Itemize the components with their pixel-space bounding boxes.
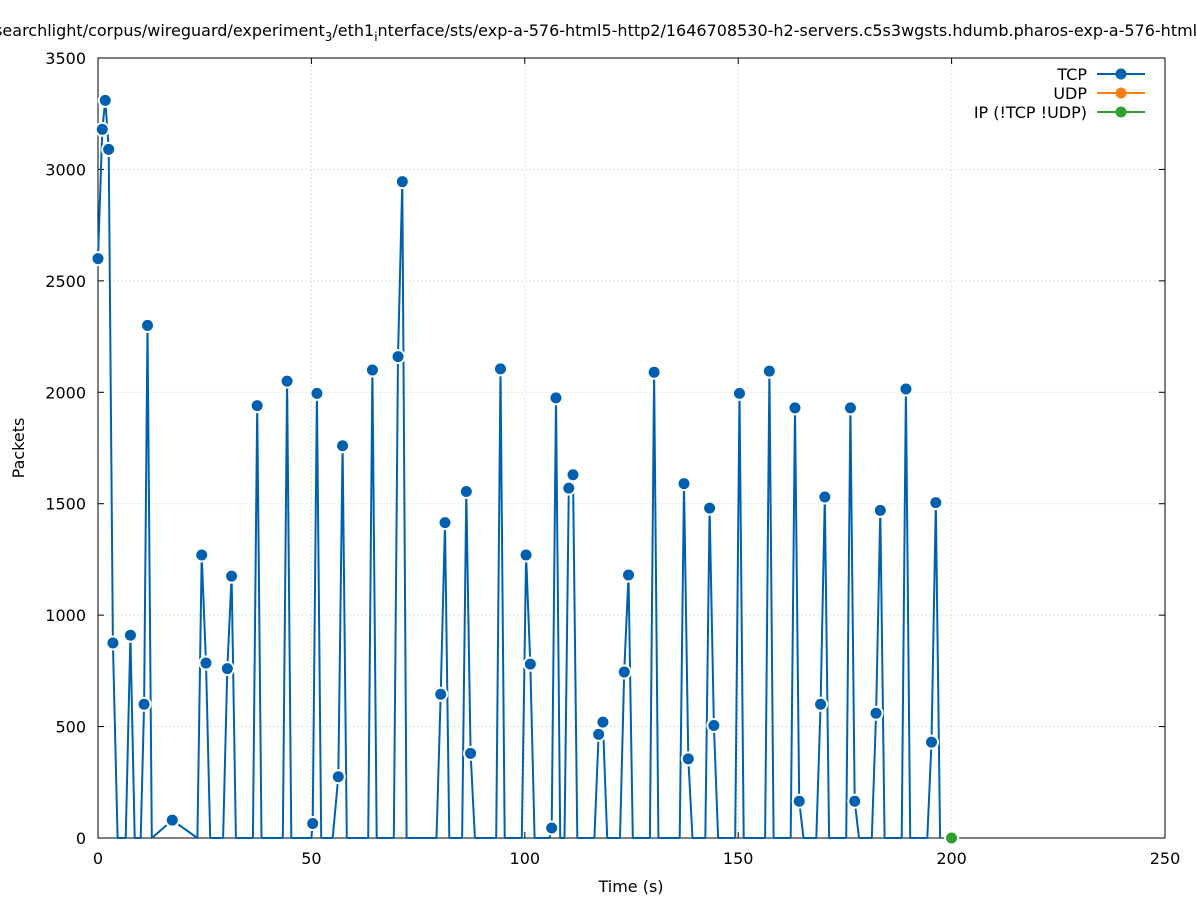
tick-labels: 0 50 100 150 200 2500500100015002000250030003… (45, 49, 1180, 868)
data-point (435, 688, 447, 700)
data-point (392, 351, 404, 363)
data-point (567, 469, 579, 481)
y-tick-label: 2000 (45, 383, 86, 402)
data-point (563, 482, 575, 494)
data-point (494, 363, 506, 375)
data-point (789, 402, 801, 414)
data-point (593, 728, 605, 740)
data-point (623, 569, 635, 581)
legend-label-ip: IP (!TCP !UDP) (974, 103, 1087, 122)
data-point (226, 570, 238, 582)
data-point (926, 736, 938, 748)
y-tick-label: 3000 (45, 160, 86, 179)
x-tick-label: 50 (301, 849, 321, 868)
legend-item-udp: UDP (1053, 84, 1145, 103)
data-point (281, 375, 293, 387)
x-tick-label: 250 (1150, 849, 1181, 868)
data-point (815, 698, 827, 710)
legend: TCP UDP IP (!TCP !UDP) (974, 65, 1145, 122)
data-point (221, 663, 233, 675)
data-point (138, 698, 150, 710)
data-point (874, 504, 886, 516)
data-point (251, 400, 263, 412)
data-point (465, 747, 477, 759)
x-tick-label: 150 (723, 849, 754, 868)
x-tick-label: 100 (510, 849, 541, 868)
data-point (196, 549, 208, 561)
data-point (337, 440, 349, 452)
y-axis-label: Packets (9, 418, 28, 479)
data-point (618, 666, 630, 678)
data-point (819, 491, 831, 503)
data-point (844, 402, 856, 414)
data-point (520, 549, 532, 561)
series-line-0 (97, 99, 942, 839)
data-point (142, 319, 154, 331)
data-point (439, 517, 451, 529)
data-point (103, 143, 115, 155)
data-point (870, 707, 882, 719)
legend-item-ip: IP (!TCP !UDP) (974, 103, 1145, 122)
legend-marker-udp (1115, 87, 1127, 99)
x-axis-label: Time (s) (597, 877, 663, 896)
data-point (597, 716, 609, 728)
data-point (96, 123, 108, 135)
y-tick-label: 3500 (45, 49, 86, 68)
data-point (124, 629, 136, 641)
data-point (99, 94, 111, 106)
data-point (166, 814, 178, 826)
data-point (200, 657, 212, 669)
data-point (930, 497, 942, 509)
y-tick-label: 1500 (45, 495, 86, 514)
chart-title: /searchlight/corpus/wireguard/experiment… (0, 21, 1197, 44)
y-tick-label: 1000 (45, 606, 86, 625)
series-points (90, 92, 960, 846)
data-point (849, 795, 861, 807)
data-point (678, 478, 690, 490)
data-point (946, 832, 958, 844)
y-tick-label: 2500 (45, 272, 86, 291)
data-point (793, 795, 805, 807)
data-point (763, 365, 775, 377)
data-point (733, 387, 745, 399)
x-tick-label: 200 (936, 849, 967, 868)
data-point (704, 502, 716, 514)
legend-marker-ip (1115, 106, 1127, 118)
axes (97, 57, 1166, 839)
data-point (546, 822, 558, 834)
data-point (648, 366, 660, 378)
data-point (92, 253, 104, 265)
data-point (708, 719, 720, 731)
legend-item-tcp: TCP (1056, 65, 1145, 84)
series-lines (97, 99, 942, 839)
data-point (524, 658, 536, 670)
data-point (311, 387, 323, 399)
plot-frame (97, 57, 1166, 839)
data-point (460, 485, 472, 497)
data-point (900, 383, 912, 395)
legend-label-tcp: TCP (1056, 65, 1087, 84)
x-tick-label: 0 (93, 849, 103, 868)
data-point (107, 637, 119, 649)
y-tick-label: 0 (76, 829, 86, 848)
legend-label-udp: UDP (1053, 84, 1087, 103)
y-tick-label: 500 (55, 718, 86, 737)
data-point (682, 753, 694, 765)
data-point (396, 176, 408, 188)
data-point (307, 818, 319, 830)
data-point (550, 392, 562, 404)
data-point (332, 771, 344, 783)
legend-marker-tcp (1115, 68, 1127, 80)
data-point (366, 364, 378, 376)
